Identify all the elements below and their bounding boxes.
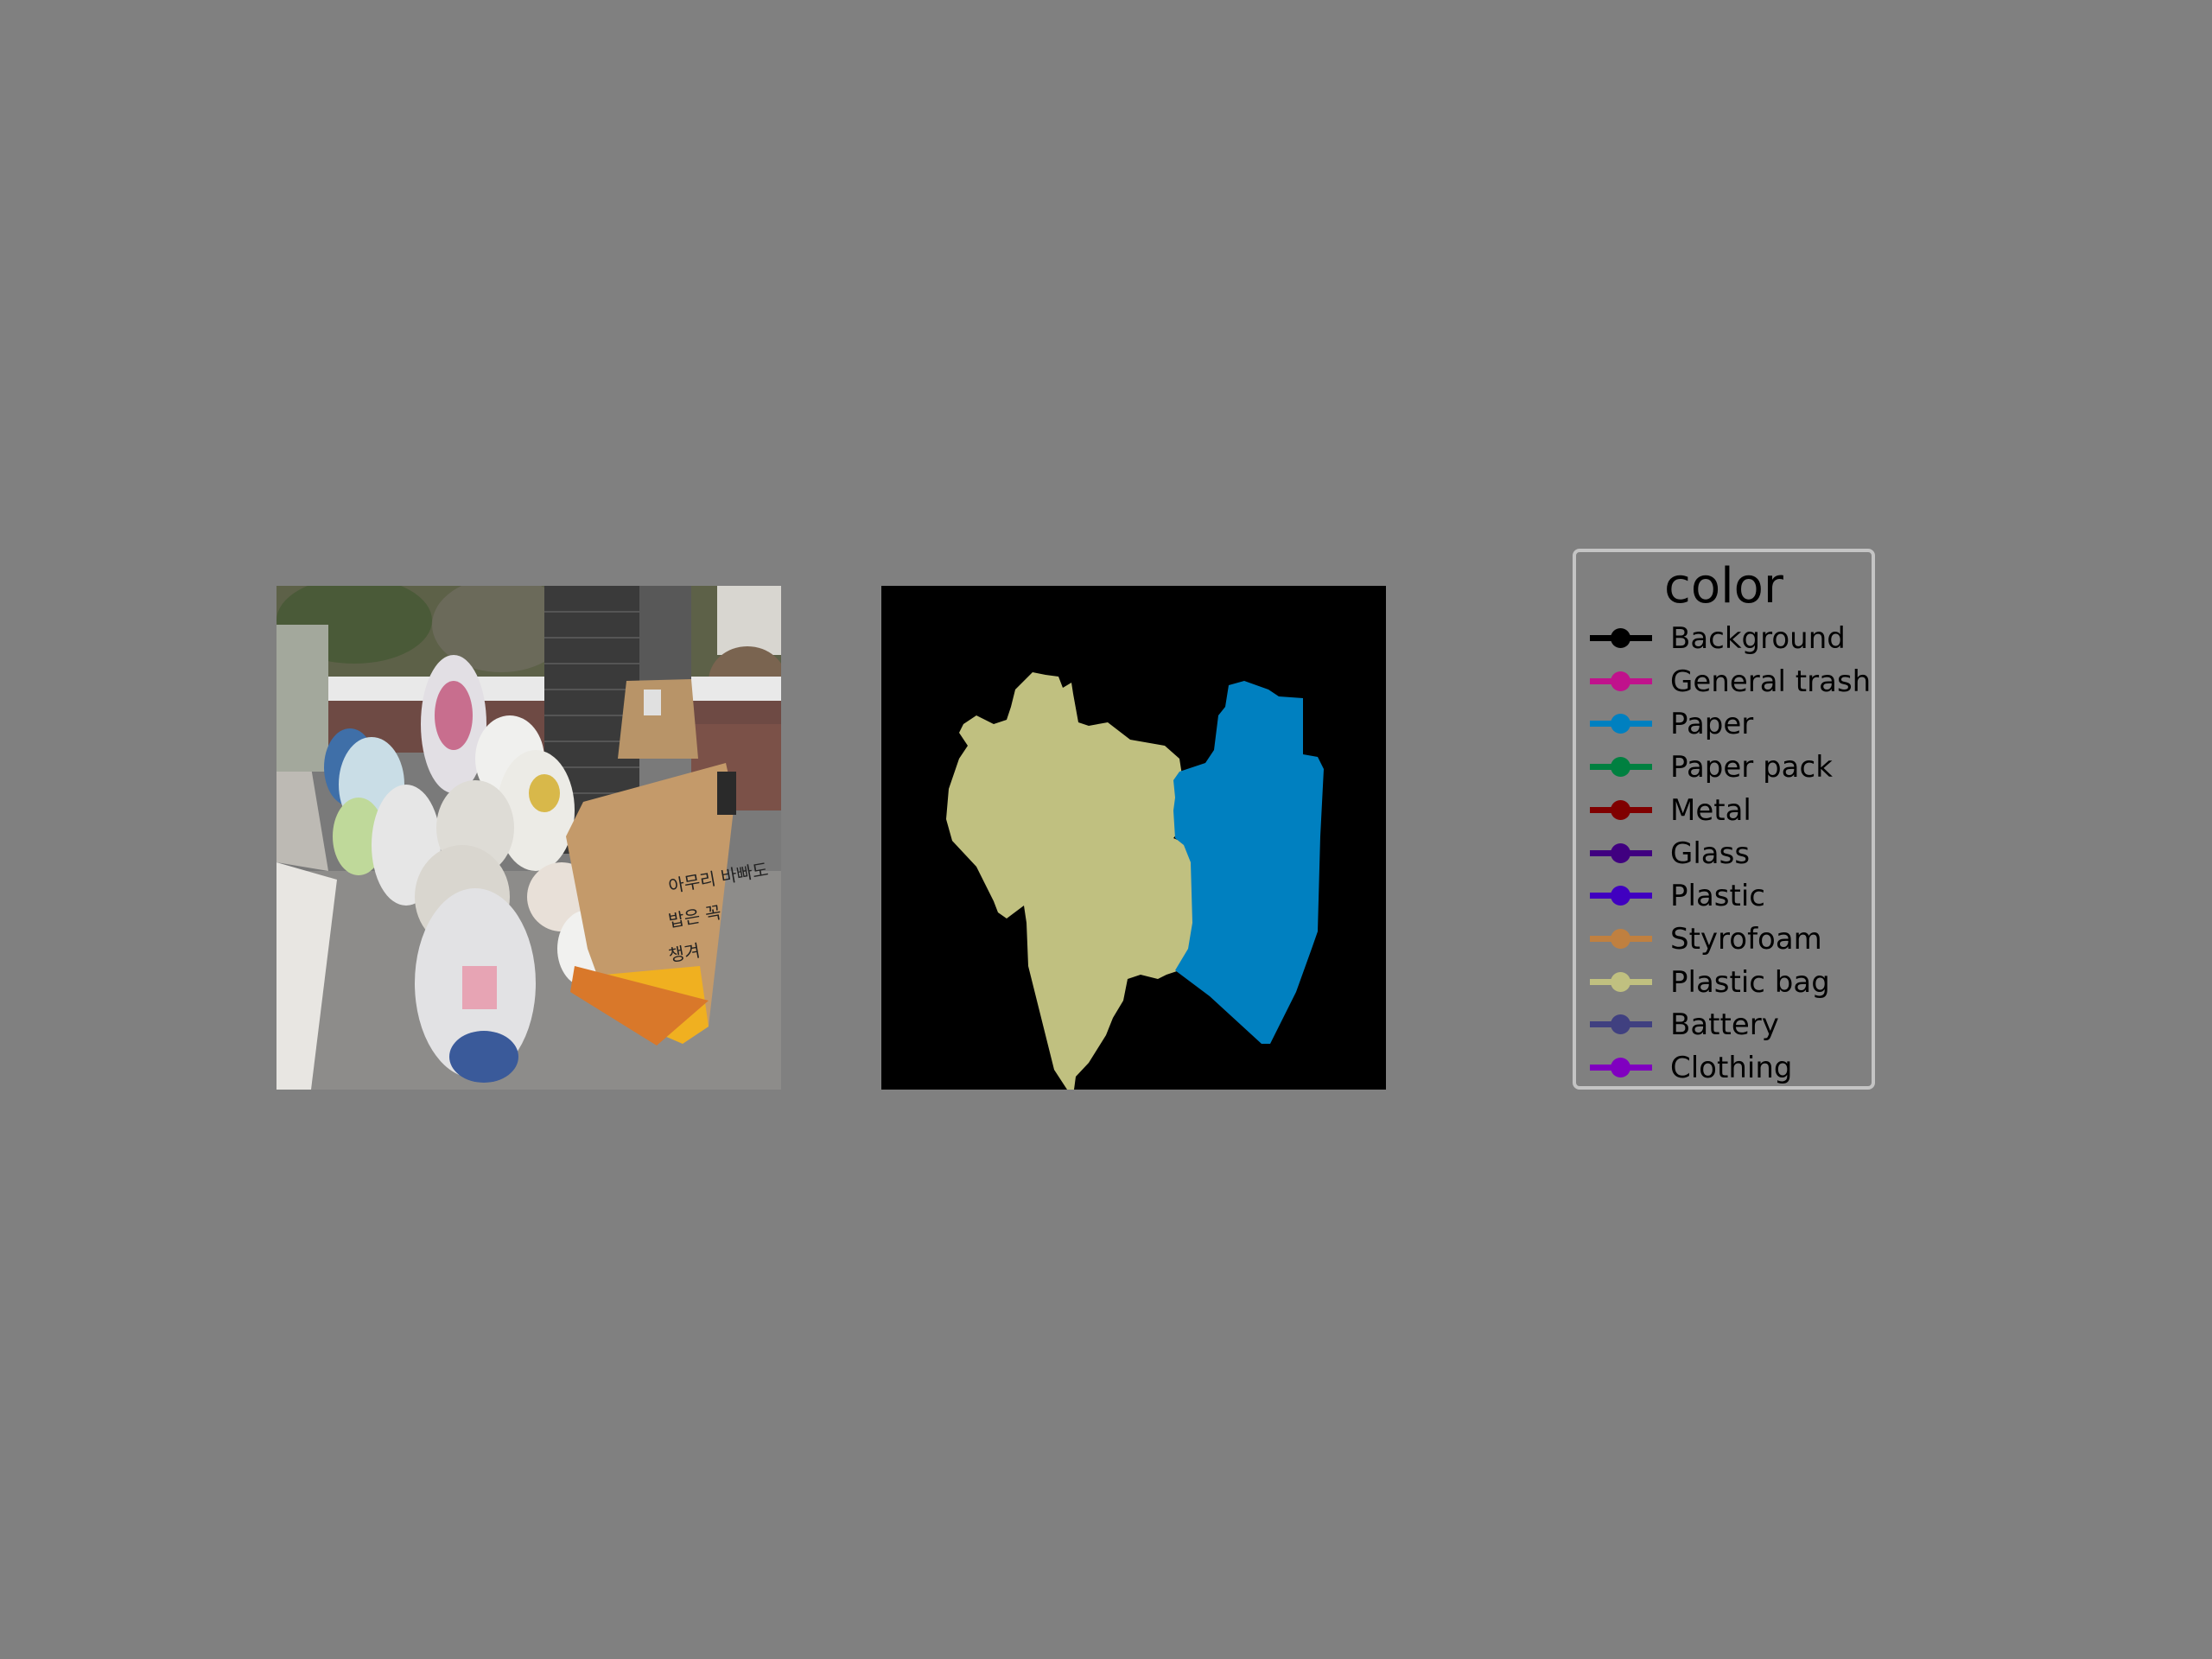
legend-label: Plastic [1670,879,1765,914]
legend-label: Styrofoam [1670,921,1822,957]
legend-dot-marker [1611,757,1630,778]
segmentation-mask [881,586,1386,1090]
legend-item: Clothing [1583,1049,1877,1085]
legend-label: Glass [1670,836,1751,871]
legend-item: Styrofoam [1583,920,1877,957]
legend-item: Glass [1583,835,1877,871]
input-photo: 아무리 바빠도 밥은 꼭 챙겨 [276,586,781,1090]
garbage-photo-illustration: 아무리 바빠도 밥은 꼭 챙겨 [276,586,781,1090]
legend-dot-marker [1611,842,1630,863]
mask-region-paper [1173,681,1324,1044]
legend: color Background General trash Paper Paper … [1573,549,1875,1090]
legend-label: Background [1670,621,1846,656]
legend-item: General trash [1583,663,1877,699]
legend-dot-marker [1611,799,1630,820]
legend-dot-marker [1611,714,1630,734]
legend-dot-marker [1611,1014,1630,1035]
legend-item: Battery [1583,1006,1877,1042]
legend-dot-marker [1611,671,1630,691]
legend-item: Metal [1583,791,1877,828]
legend-dot-marker [1611,928,1630,949]
legend-item: Paper pack [1583,748,1877,785]
legend-label: General trash [1670,664,1872,699]
legend-label: Paper [1670,707,1754,742]
legend-title: color [1664,558,1783,614]
legend-item: Paper [1583,705,1877,742]
legend-label: Paper pack [1670,750,1833,785]
legend-dot-marker [1611,971,1630,992]
legend-dot-marker [1611,886,1630,906]
legend-label: Metal [1670,792,1751,828]
legend-item: Plastic bag [1583,963,1877,1000]
legend-label: Battery [1670,1007,1779,1043]
legend-label: Plastic bag [1670,964,1830,1000]
mask-region-plastic-bag [946,672,1194,1090]
legend-dot-marker [1611,1058,1630,1077]
legend-dot-marker [1611,628,1630,648]
legend-item: Plastic [1583,877,1877,914]
legend-item: Background [1583,620,1877,656]
legend-label: Clothing [1670,1051,1793,1085]
